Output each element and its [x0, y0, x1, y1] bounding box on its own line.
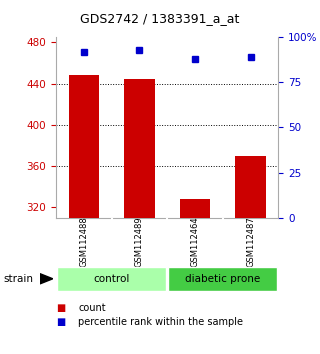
Text: ■: ■ — [56, 303, 65, 313]
Bar — [180, 199, 210, 218]
Text: GSM112487: GSM112487 — [246, 216, 255, 267]
Text: control: control — [93, 274, 130, 284]
Text: GSM112488: GSM112488 — [79, 216, 88, 267]
Bar — [124, 79, 155, 218]
Text: GSM112464: GSM112464 — [190, 216, 199, 267]
Text: strain: strain — [3, 274, 33, 284]
Text: count: count — [78, 303, 106, 313]
FancyBboxPatch shape — [57, 267, 166, 291]
Polygon shape — [40, 274, 53, 284]
Text: GSM112489: GSM112489 — [135, 216, 144, 267]
Text: diabetic prone: diabetic prone — [185, 274, 260, 284]
Text: ■: ■ — [56, 317, 65, 327]
Text: GDS2742 / 1383391_a_at: GDS2742 / 1383391_a_at — [80, 12, 240, 25]
Text: percentile rank within the sample: percentile rank within the sample — [78, 317, 244, 327]
Bar — [68, 75, 99, 218]
FancyBboxPatch shape — [168, 267, 277, 291]
Bar — [235, 156, 266, 218]
